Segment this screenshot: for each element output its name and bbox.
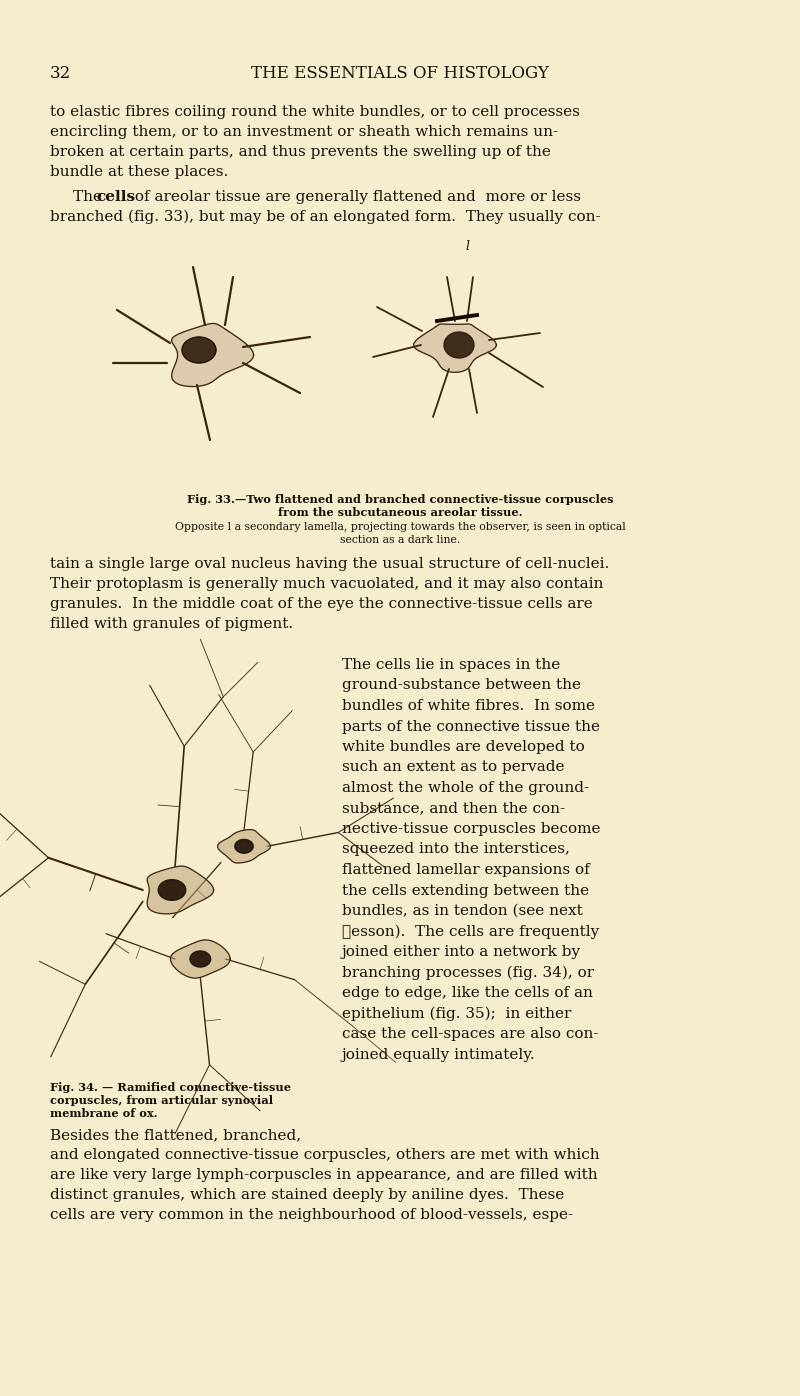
Polygon shape — [182, 336, 216, 363]
Text: the cells extending between the: the cells extending between the — [342, 884, 589, 898]
Text: and elongated connective-tissue corpuscles, others are met with which: and elongated connective-tissue corpuscl… — [50, 1148, 600, 1161]
Text: Opposite l a secondary lamella, projecting towards the observer, is seen in opti: Opposite l a secondary lamella, projecti… — [174, 522, 626, 532]
Text: ground-substance between the: ground-substance between the — [342, 678, 581, 692]
Polygon shape — [190, 951, 210, 967]
Text: cells: cells — [96, 190, 135, 204]
Text: white bundles are developed to: white bundles are developed to — [342, 740, 585, 754]
Text: joined equally intimately.: joined equally intimately. — [342, 1047, 536, 1061]
Text: such an extent as to pervade: such an extent as to pervade — [342, 761, 565, 775]
Text: distinct granules, which are stained deeply by aniline dyes.  These: distinct granules, which are stained dee… — [50, 1188, 564, 1202]
Text: filled with granules of pigment.: filled with granules of pigment. — [50, 617, 293, 631]
Text: nective-tissue corpuscles become: nective-tissue corpuscles become — [342, 822, 601, 836]
Text: encircling them, or to an investment or sheath which remains un-: encircling them, or to an investment or … — [50, 126, 558, 140]
Text: The: The — [73, 190, 107, 204]
Polygon shape — [218, 829, 270, 863]
Polygon shape — [444, 332, 474, 357]
Text: Fig. 34. — Ramified connective-tissue: Fig. 34. — Ramified connective-tissue — [50, 1082, 291, 1093]
Text: branching processes (fig. 34), or: branching processes (fig. 34), or — [342, 966, 594, 980]
Text: from the subcutaneous areolar tissue.: from the subcutaneous areolar tissue. — [278, 507, 522, 518]
Text: Fig. 33.—Two flattened and branched connective-tissue corpuscles: Fig. 33.—Two flattened and branched conn… — [186, 494, 614, 505]
Text: section as a dark line.: section as a dark line. — [340, 535, 460, 544]
Text: THE ESSENTIALS OF HISTOLOGY: THE ESSENTIALS OF HISTOLOGY — [251, 66, 549, 82]
Text: to elastic fibres coiling round the white bundles, or to cell processes: to elastic fibres coiling round the whit… — [50, 105, 580, 119]
Text: bundles of white fibres.  In some: bundles of white fibres. In some — [342, 699, 595, 713]
Text: bundles, as in tendon (see next: bundles, as in tendon (see next — [342, 905, 582, 919]
Text: substance, and then the con-: substance, and then the con- — [342, 801, 565, 815]
Text: The cells lie in spaces in the: The cells lie in spaces in the — [342, 658, 560, 671]
Text: granules.  In the middle coat of the eye the connective-tissue cells are: granules. In the middle coat of the eye … — [50, 597, 593, 611]
Text: joined either into a network by: joined either into a network by — [342, 945, 581, 959]
Text: case the cell-spaces are also con-: case the cell-spaces are also con- — [342, 1027, 598, 1041]
Text: squeezed into the interstices,: squeezed into the interstices, — [342, 843, 570, 857]
Text: broken at certain parts, and thus prevents the swelling up of the: broken at certain parts, and thus preven… — [50, 145, 551, 159]
Polygon shape — [235, 839, 253, 853]
Polygon shape — [172, 324, 254, 387]
Text: branched (fig. 33), but may be of an elongated form.  They usually con-: branched (fig. 33), but may be of an elo… — [50, 209, 601, 225]
Text: Their protoplasm is generally much vacuolated, and it may also contain: Their protoplasm is generally much vacuo… — [50, 577, 603, 591]
Polygon shape — [147, 866, 214, 914]
Text: Besides the flattened, branched,: Besides the flattened, branched, — [50, 1128, 301, 1142]
Polygon shape — [170, 940, 230, 979]
Text: cells are very common in the neighbourhood of blood-vessels, espe-: cells are very common in the neighbourho… — [50, 1208, 573, 1222]
Text: l: l — [465, 240, 469, 253]
Polygon shape — [414, 324, 497, 373]
Text: flattened lamellar expansions of: flattened lamellar expansions of — [342, 863, 590, 877]
Text: ℓesson).  The cells are frequently: ℓesson). The cells are frequently — [342, 924, 599, 940]
Text: tain a single large oval nucleus having the usual structure of cell-nuclei.: tain a single large oval nucleus having … — [50, 557, 610, 571]
Polygon shape — [158, 879, 186, 900]
Text: membrane of ox.: membrane of ox. — [50, 1108, 158, 1120]
Text: 32: 32 — [50, 66, 71, 82]
Text: bundle at these places.: bundle at these places. — [50, 165, 228, 179]
Text: edge to edge, like the cells of an: edge to edge, like the cells of an — [342, 986, 593, 1000]
Text: almost the whole of the ground-: almost the whole of the ground- — [342, 780, 589, 794]
Text: epithelium (fig. 35);  in either: epithelium (fig. 35); in either — [342, 1007, 571, 1020]
Text: are like very large lymph-corpuscles in appearance, and are filled with: are like very large lymph-corpuscles in … — [50, 1168, 598, 1182]
Text: of areolar tissue are generally flattened and  more or less: of areolar tissue are generally flattene… — [130, 190, 581, 204]
Text: parts of the connective tissue the: parts of the connective tissue the — [342, 719, 600, 733]
Text: corpuscles, from articular synovial: corpuscles, from articular synovial — [50, 1094, 273, 1106]
